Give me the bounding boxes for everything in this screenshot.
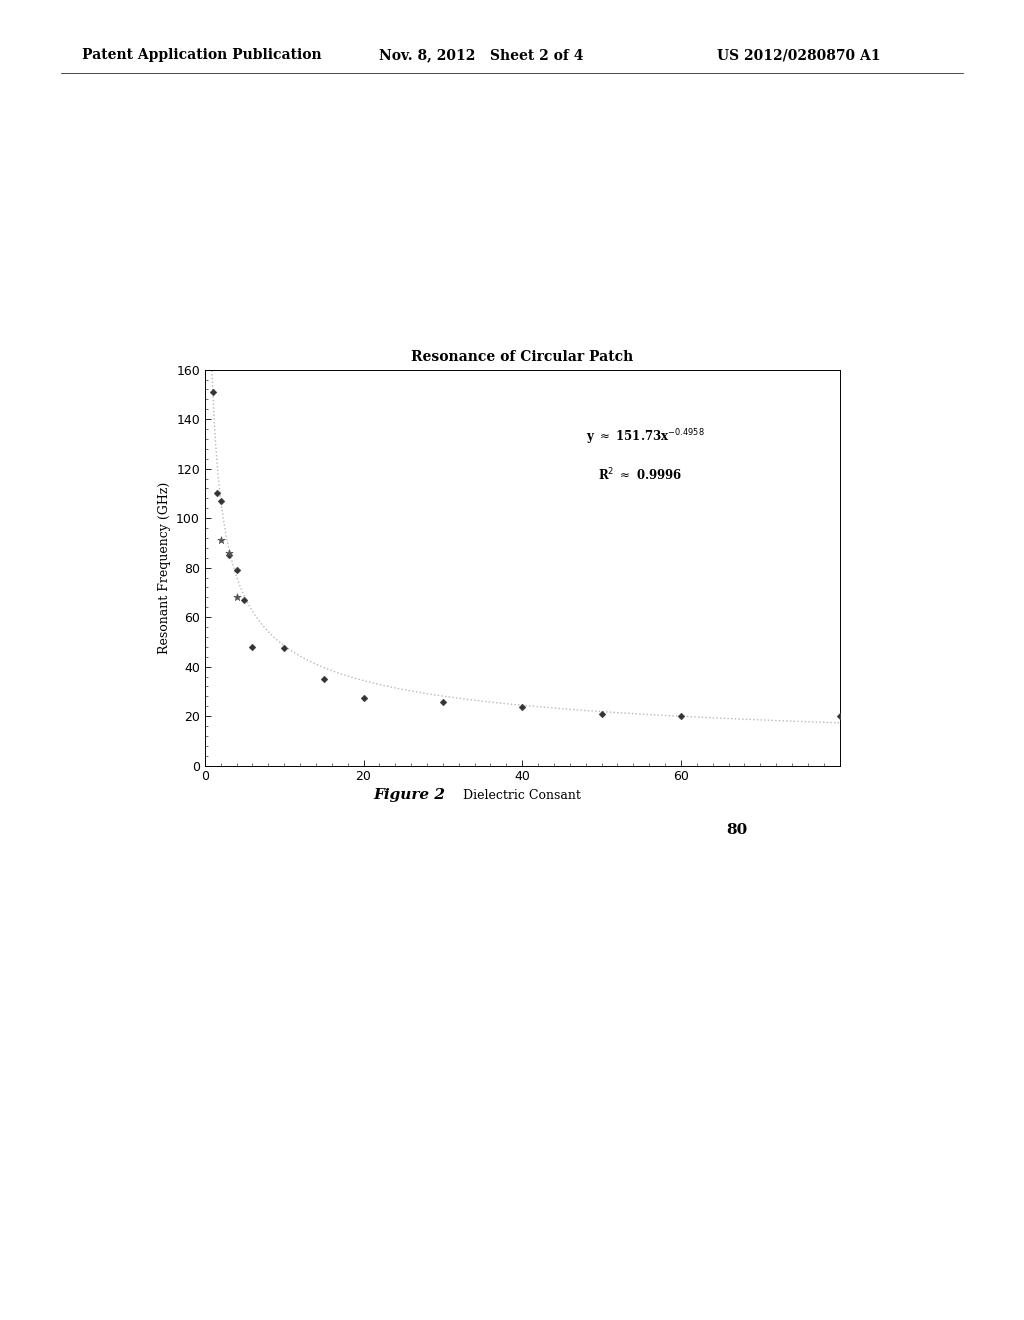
Point xyxy=(220,543,237,564)
Point xyxy=(355,686,372,708)
Point xyxy=(237,589,253,610)
Point xyxy=(209,483,225,504)
Point xyxy=(594,704,610,725)
Text: US 2012/0280870 A1: US 2012/0280870 A1 xyxy=(717,49,881,62)
Point xyxy=(435,692,452,713)
Title: Resonance of Circular Patch: Resonance of Circular Patch xyxy=(411,350,634,364)
X-axis label: Dielectric Consant: Dielectric Consant xyxy=(463,789,582,803)
Y-axis label: Resonant Frequency (GHz): Resonant Frequency (GHz) xyxy=(158,482,171,653)
Point xyxy=(228,560,245,581)
Point xyxy=(213,490,229,511)
Point xyxy=(514,697,530,718)
Text: Nov. 8, 2012   Sheet 2 of 4: Nov. 8, 2012 Sheet 2 of 4 xyxy=(379,49,584,62)
Point xyxy=(276,638,293,659)
Point xyxy=(205,381,221,403)
Text: 80: 80 xyxy=(727,824,748,837)
Text: Figure 2: Figure 2 xyxy=(374,788,445,801)
Point xyxy=(213,529,229,550)
Point xyxy=(220,545,237,566)
Point xyxy=(673,705,689,726)
Point xyxy=(831,705,848,726)
Text: Patent Application Publication: Patent Application Publication xyxy=(82,49,322,62)
Point xyxy=(228,586,245,607)
Text: R$^2$ $\approx$ 0.9996: R$^2$ $\approx$ 0.9996 xyxy=(598,467,683,483)
Point xyxy=(315,668,332,689)
Text: y $\approx$ 151.73x$^{-0.4958}$: y $\approx$ 151.73x$^{-0.4958}$ xyxy=(586,426,705,446)
Point xyxy=(245,636,260,657)
